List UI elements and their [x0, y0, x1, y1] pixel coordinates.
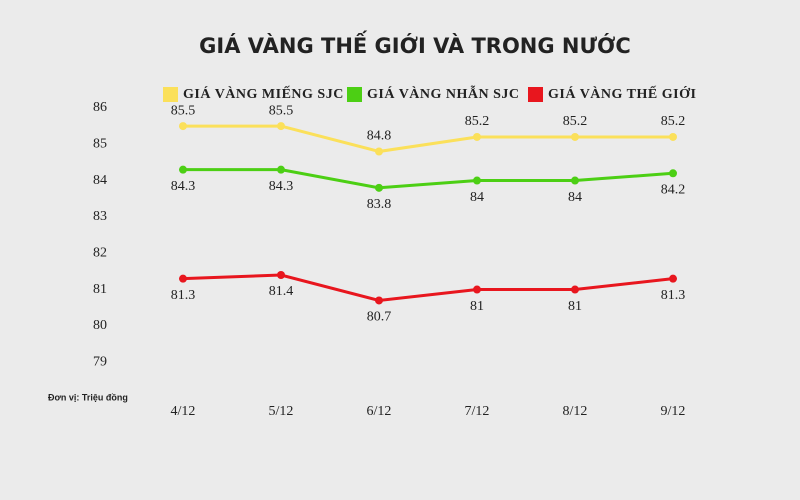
data-point [473, 176, 481, 185]
x-tick-label: 5/12 [269, 404, 294, 419]
data-label: 85.2 [465, 114, 490, 129]
x-tick-label: 8/12 [563, 404, 588, 419]
data-point [473, 132, 481, 141]
data-point [375, 147, 383, 156]
legend-label: GIÁ VÀNG MIẾNG SJC [183, 85, 344, 102]
data-label: 85.2 [563, 114, 588, 129]
legend-swatch [163, 87, 178, 102]
data-point [375, 183, 383, 192]
y-tick-label: 83 [93, 209, 107, 224]
x-tick-label: 9/12 [661, 404, 686, 419]
y-tick-label: 80 [93, 318, 107, 333]
data-point [277, 122, 285, 131]
data-label: 84 [568, 190, 582, 205]
data-point [277, 165, 285, 174]
legend-label: GIÁ VÀNG NHẪN SJC [367, 84, 520, 102]
data-point [669, 169, 677, 178]
data-point [669, 132, 677, 141]
data-point [179, 165, 187, 174]
data-label: 83.8 [367, 197, 392, 212]
data-label: 84.8 [367, 129, 392, 144]
data-point [571, 176, 579, 185]
series-line [182, 273, 674, 302]
data-label: 84.3 [269, 179, 294, 194]
unit-note: Đơn vị: Triệu đồng [48, 392, 128, 402]
y-tick-label: 82 [93, 245, 107, 260]
legend-swatch [347, 87, 362, 102]
legend-swatch [528, 87, 543, 102]
data-label: 85.2 [661, 114, 686, 129]
x-tick-label: 4/12 [171, 404, 196, 419]
data-point [571, 285, 579, 294]
legend-label: GIÁ VÀNG THẾ GIỚI [548, 85, 696, 102]
data-point [375, 296, 383, 305]
data-point [473, 285, 481, 294]
data-label: 84.3 [171, 179, 196, 194]
y-tick-label: 79 [93, 354, 107, 369]
data-label: 81.3 [171, 288, 196, 303]
data-label: 85.5 [171, 103, 196, 118]
data-point [179, 122, 187, 131]
y-tick-label: 81 [93, 282, 107, 297]
data-label: 80.7 [367, 310, 392, 325]
data-point [179, 274, 187, 283]
x-tick-label: 7/12 [465, 404, 490, 419]
data-point [669, 274, 677, 283]
data-point [277, 271, 285, 280]
chart-title: GIÁ VÀNG THẾ GIỚI VÀ TRONG NƯỚC [199, 30, 631, 58]
data-label: 81.4 [269, 284, 294, 299]
series-line [183, 168, 674, 190]
data-label: 84.2 [661, 183, 686, 198]
y-tick-label: 86 [93, 100, 107, 115]
data-label: 85.5 [269, 103, 294, 118]
data-label: 81 [470, 299, 484, 314]
x-tick-label: 6/12 [367, 404, 392, 419]
y-tick-label: 84 [93, 173, 107, 188]
y-tick-label: 85 [93, 136, 107, 151]
data-label: 84 [470, 190, 484, 205]
data-label: 81 [568, 299, 582, 314]
data-point [571, 132, 579, 141]
data-label: 81.3 [661, 288, 686, 303]
series-line [183, 124, 673, 154]
